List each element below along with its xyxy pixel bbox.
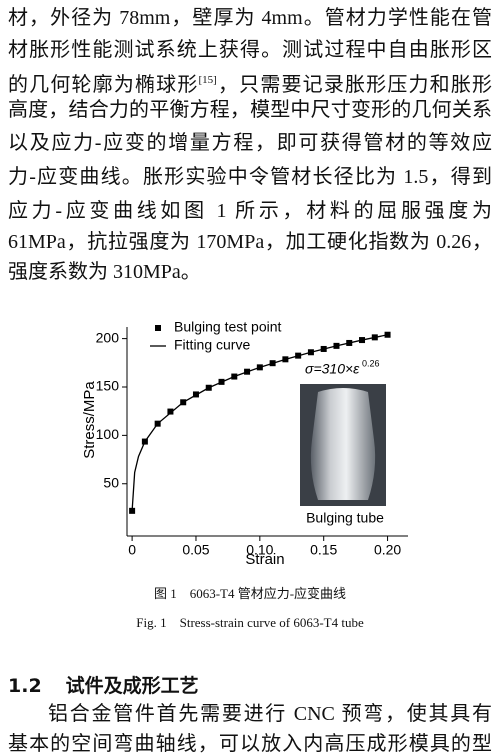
paragraph-line: 材，外径为 78mm，壁厚为 4mm。管材力学性能在管 <box>8 6 492 30</box>
x-tick-label: 0.15 <box>310 542 337 558</box>
y-tick-label: 150 <box>96 378 120 394</box>
paragraph-line: 铝合金管件首先需要进行 CNC 预弯，使其具有 <box>48 703 492 725</box>
paragraph-line: 强度系数为 310MPa。 <box>8 260 492 284</box>
text-run: 应力-应变曲线如图 1 所示，材料的屈服强度为 <box>8 200 492 222</box>
paragraph-line: 基本的空间弯曲轴线，可以放入内高压成形模具的型 <box>8 733 492 755</box>
paragraph-line: 高度，结合力的平衡方程，模型中尺寸变形的几何关系 <box>8 98 492 122</box>
paragraph-line: 的几何轮廓为椭球形[15]，只需要记录胀形压力和胀形 <box>8 68 492 97</box>
section-heading: 1.2 试件及成形工艺 <box>8 671 199 698</box>
annotation-exponent: 0.26 <box>362 358 380 368</box>
text-run: 力-应变曲线。胀形实验中令管材长径比为 1.5，得到 <box>8 166 492 188</box>
text-run: 材，外径为 78mm，壁厚为 4mm。管材力学性能在管 <box>8 7 492 29</box>
inset-label: Bulging tube <box>306 510 384 526</box>
paragraph-line: 应力-应变曲线如图 1 所示，材料的屈服强度为 <box>8 199 492 223</box>
x-axis-label: Strain <box>245 551 284 568</box>
paragraph-line: 以及应力-应变的增量方程，即可获得管材的等效应 <box>8 131 492 155</box>
y-axis-label: Stress/MPa <box>81 381 98 459</box>
text-run: 强度系数为 310MPa。 <box>8 261 201 283</box>
legend-label: Bulging test point <box>174 319 282 335</box>
tube-shape <box>310 388 376 500</box>
x-tick-label: 0.20 <box>374 542 401 558</box>
legend-marker <box>155 325 161 331</box>
text-run: 高度，结合力的平衡方程，模型中尺寸变形的几何关系 <box>8 99 492 121</box>
fit-curve <box>131 334 388 511</box>
section-number: 1.2 <box>8 675 42 697</box>
paragraph-line: 力-应变曲线。胀形实验中令管材长径比为 1.5，得到 <box>8 165 492 189</box>
annotation: σ=310×ε <box>305 361 360 377</box>
text-run: 材胀形性能测试系统上获得。测试过程中自由胀形区 <box>8 39 492 61</box>
legend-label: Fitting curve <box>174 337 250 353</box>
paragraph-line: 材胀形性能测试系统上获得。测试过程中自由胀形区 <box>8 38 492 62</box>
x-tick-label: 0.10 <box>246 542 273 558</box>
text-run: 61MPa，抗拉强度为 170MPa，加工硬化指数为 0.26， <box>8 231 492 253</box>
paragraph-line: 61MPa，抗拉强度为 170MPa，加工硬化指数为 0.26， <box>8 230 492 254</box>
text-run: ，只需要记录胀形压力和胀形 <box>216 74 493 96</box>
y-tick-label: 50 <box>103 474 119 490</box>
data-point <box>167 408 174 415</box>
citation: [15] <box>198 74 217 86</box>
y-tick-label: 100 <box>96 426 120 442</box>
y-tick-label: 200 <box>96 329 120 345</box>
text-run: 以及应力-应变的增量方程，即可获得管材的等效应 <box>8 132 492 154</box>
figure-caption-cn: 图 1 6063-T4 管材应力-应变曲线 <box>153 586 347 601</box>
text-run: 的几何轮廓为椭球形 <box>8 74 199 96</box>
section-title: 试件及成形工艺 <box>65 675 199 697</box>
figure-caption-en: Fig. 1 Stress-strain curve of 6063-T4 tu… <box>136 615 364 630</box>
x-tick-label: 0.05 <box>182 542 209 558</box>
x-tick-label: 0 <box>128 542 136 558</box>
